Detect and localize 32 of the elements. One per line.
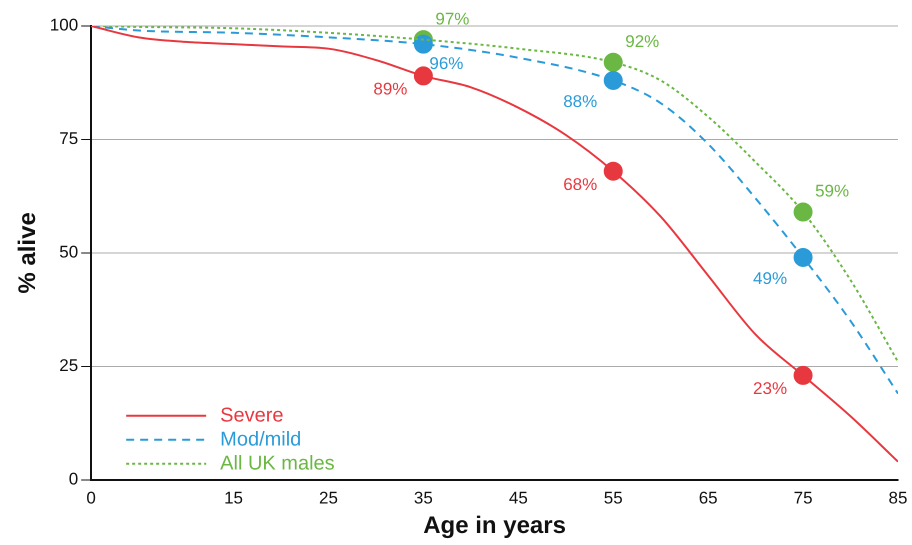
- data-label: 23%: [753, 379, 788, 398]
- point: [794, 202, 813, 222]
- y-tick-label: 25: [59, 356, 78, 376]
- data-label: 88%: [563, 92, 598, 112]
- point: [604, 52, 623, 72]
- data-label: 92%: [625, 32, 660, 51]
- x-tick-label: 0: [86, 488, 96, 508]
- data-label: 59%: [815, 182, 850, 201]
- x-tick-label: 45: [508, 488, 528, 508]
- data-label: 49%: [753, 269, 788, 288]
- data-label: 68%: [563, 174, 598, 194]
- y-tick-label: 50: [59, 242, 78, 262]
- x-tick-label: 65: [698, 488, 718, 508]
- x-tick-label: 55: [604, 488, 623, 508]
- x-tick-label: 85: [888, 488, 908, 508]
- point: [604, 70, 623, 90]
- data-label: 97%: [435, 9, 470, 28]
- x-tick-label: 25: [319, 488, 338, 508]
- y-tick-label: 75: [59, 129, 78, 148]
- legend-label: Mod/mild: [220, 428, 302, 450]
- x-tick-label: 35: [414, 488, 433, 508]
- y-tick-label: 0: [68, 469, 78, 488]
- legend-label: All UK males: [220, 452, 335, 474]
- data-label: 96%: [429, 54, 464, 73]
- y-axis-title: % alive: [14, 212, 42, 294]
- point: [794, 248, 813, 267]
- x-tick-label: 15: [224, 488, 244, 508]
- x-axis-title: Age in years: [423, 512, 566, 540]
- x-tick-label: 75: [794, 488, 813, 508]
- legend-label: Severe: [220, 404, 284, 426]
- y-tick-label: 100: [50, 16, 78, 35]
- data-label: 89%: [373, 80, 408, 99]
